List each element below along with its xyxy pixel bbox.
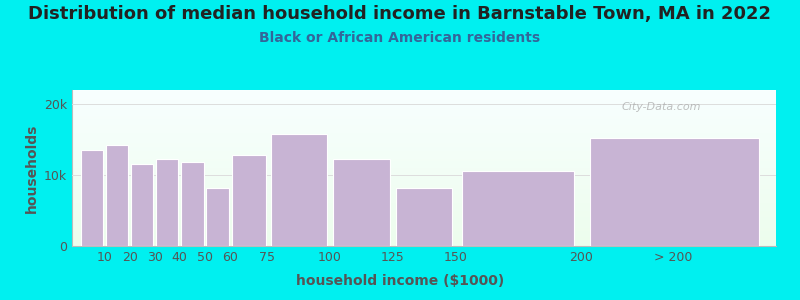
- Bar: [333, 160, 390, 246]
- Bar: [206, 188, 229, 246]
- Bar: [156, 160, 178, 246]
- Bar: [396, 188, 452, 246]
- Bar: [131, 164, 154, 246]
- Y-axis label: households: households: [25, 123, 38, 213]
- Text: household income ($1000): household income ($1000): [296, 274, 504, 288]
- Bar: [590, 138, 759, 246]
- Text: City-Data.com: City-Data.com: [621, 103, 701, 112]
- Text: Distribution of median household income in Barnstable Town, MA in 2022: Distribution of median household income …: [29, 4, 771, 22]
- Bar: [270, 134, 327, 246]
- Bar: [181, 162, 203, 246]
- Bar: [106, 145, 128, 246]
- Bar: [81, 150, 103, 246]
- Bar: [462, 171, 574, 246]
- Text: Black or African American residents: Black or African American residents: [259, 32, 541, 46]
- Bar: [232, 155, 266, 246]
